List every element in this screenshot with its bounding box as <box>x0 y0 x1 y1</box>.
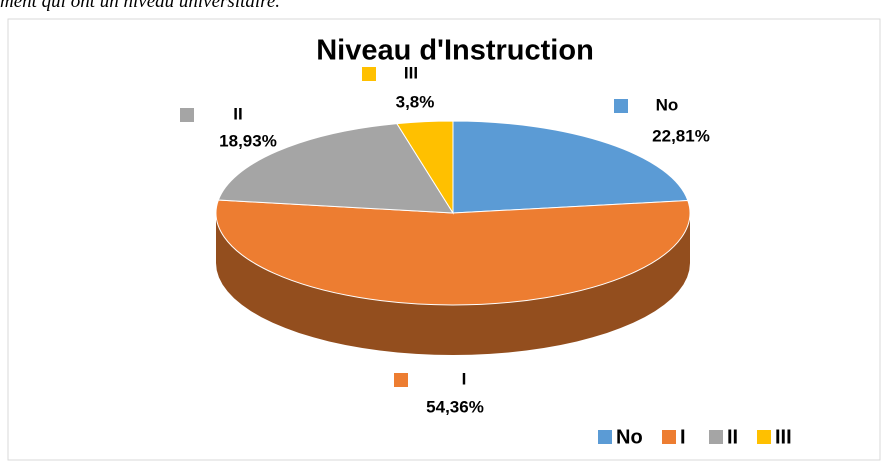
label-marker <box>362 67 376 81</box>
legend-swatch <box>662 430 676 444</box>
label-marker <box>180 108 194 122</box>
label-marker <box>394 373 408 387</box>
label-name: No <box>656 95 679 114</box>
pie-slice <box>396 120 454 215</box>
legend-label: I <box>680 426 686 448</box>
legend-swatch <box>598 430 612 444</box>
label-name: I <box>462 369 467 388</box>
label-name: II <box>233 104 242 123</box>
document-text: ment qui ont un niveau universitaire. <box>0 0 281 12</box>
legend-label: III <box>775 426 792 448</box>
legend-swatch <box>757 430 771 444</box>
legend-swatch <box>709 430 723 444</box>
data-label: 54,36% <box>426 397 484 416</box>
data-label: 3,8% <box>396 92 435 111</box>
pie-slice <box>215 199 691 306</box>
label-name: III <box>404 63 418 82</box>
legend-label: No <box>616 426 643 448</box>
legend-label: II <box>727 426 738 448</box>
label-marker <box>614 99 628 113</box>
data-label: 18,93% <box>219 131 277 150</box>
data-label: 22,81% <box>652 126 710 145</box>
pie-slice-side <box>216 213 690 355</box>
pie-slice <box>217 123 454 214</box>
pie-slice <box>452 120 689 214</box>
chart-title: Niveau d'Instruction <box>316 35 594 67</box>
